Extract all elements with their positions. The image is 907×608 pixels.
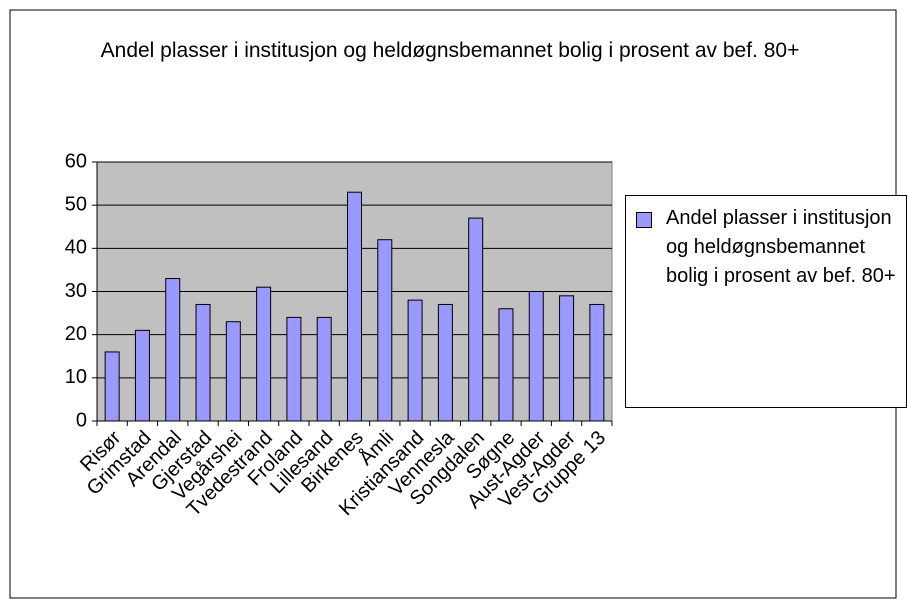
bar <box>498 308 514 422</box>
legend-swatch <box>636 212 652 228</box>
bar <box>589 303 605 422</box>
bar <box>316 316 332 422</box>
legend: Andel plasser i institusjon og heldøgnsb… <box>625 195 907 408</box>
y-tick-label: 0 <box>76 409 87 431</box>
bar <box>225 321 241 422</box>
y-tick-label: 50 <box>65 193 87 215</box>
bar <box>407 299 423 422</box>
bar <box>347 191 362 422</box>
y-tick-label: 40 <box>65 237 87 259</box>
y-tick-label: 20 <box>65 323 87 345</box>
bar <box>256 286 272 422</box>
bar <box>559 295 575 422</box>
bar <box>195 303 211 422</box>
bar <box>104 351 120 422</box>
chart-title: Andel plasser i institusjon og heldøgnsb… <box>100 39 800 62</box>
bar <box>165 278 181 422</box>
bar <box>468 217 484 422</box>
bar <box>437 303 453 422</box>
legend-label: Andel plasser i institusjon og heldøgnsb… <box>666 207 896 287</box>
y-tick-label: 10 <box>65 366 87 388</box>
bar <box>377 239 393 422</box>
bar <box>134 329 150 422</box>
bar <box>528 291 544 422</box>
y-tick-label: 60 <box>65 150 87 172</box>
y-tick-label: 30 <box>65 280 87 302</box>
bar <box>286 316 302 422</box>
